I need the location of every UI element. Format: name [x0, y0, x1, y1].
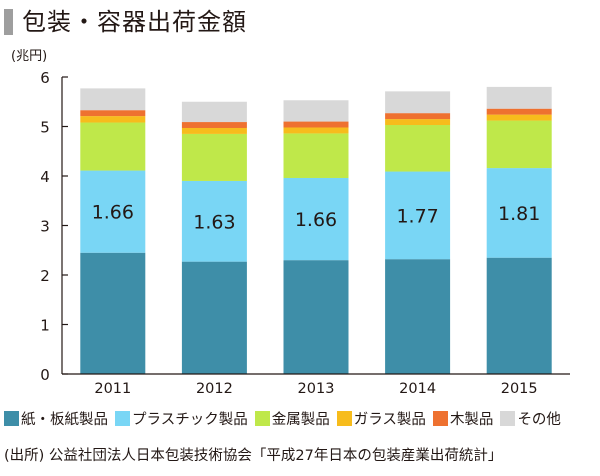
- bar-segment-2015-s1: [486, 168, 552, 258]
- bar-segment-2012-s0: [181, 261, 247, 374]
- bar-segment-2015-s0: [486, 257, 552, 374]
- legend-item-4: 木製品: [432, 408, 494, 429]
- source-note: (出所) 公益社団法人日本包装技術協会「平成27年日本の包装産業出荷統計」: [4, 448, 503, 464]
- bar-segment-2012-s2: [181, 133, 247, 181]
- data-label-2014: 1.77: [396, 205, 438, 227]
- bar-segment-2014-s5: [385, 91, 451, 114]
- y-tick-label-2: 2: [40, 267, 50, 285]
- bar-segment-2013-s3: [283, 127, 349, 134]
- chart-legend: 紙・板紙製品 プラスチック製品 金属製品 ガラス製品 木製品 その他: [4, 406, 600, 430]
- bar-segment-2013-s1: [283, 177, 349, 261]
- y-tick-label-6: 6: [40, 69, 50, 87]
- legend-swatch-1: [115, 410, 130, 426]
- bar-segment-2014-s2: [385, 125, 451, 172]
- bar-segment-2014-s4: [385, 113, 451, 120]
- data-label-2013: 1.66: [295, 209, 337, 231]
- bar-segment-2015-s3: [486, 114, 552, 121]
- x-tick-label-2015: 2015: [501, 381, 538, 397]
- bar-segment-2011-s1: [80, 170, 146, 253]
- legend-label-5: その他: [517, 411, 561, 428]
- legend-label-3: ガラス製品: [353, 411, 426, 428]
- bar-segment-2011-s3: [80, 116, 146, 123]
- legend-item-5: その他: [500, 408, 561, 429]
- legend-item-0: 紙・板紙製品: [4, 408, 108, 429]
- x-tick-label-2014: 2014: [399, 381, 436, 397]
- legend-item-1: プラスチック製品: [115, 408, 248, 429]
- data-label-2012: 1.63: [193, 211, 235, 233]
- bar-segment-2011-s4: [80, 110, 146, 117]
- legend-swatch-4: [432, 410, 448, 426]
- data-label-2011: 1.66: [92, 202, 134, 224]
- x-tick-label-2011: 2011: [94, 381, 131, 397]
- data-label-2015: 1.81: [498, 203, 540, 225]
- y-axis-unit-label: (兆円): [11, 49, 47, 64]
- title-accent-bar: [4, 9, 13, 35]
- legend-label-2: 金属製品: [271, 411, 330, 428]
- bar-segment-2013-s2: [283, 133, 349, 178]
- bar-segment-2012-s5: [181, 101, 247, 123]
- bar-segment-2014-s3: [385, 119, 451, 126]
- bar-segment-2011-s0: [80, 252, 146, 374]
- legend-label-0: 紙・板紙製品: [21, 411, 108, 428]
- y-tick-label-4: 4: [40, 168, 50, 186]
- bar-segment-2013-s5: [283, 100, 349, 122]
- legend-swatch-2: [254, 410, 270, 426]
- legend-swatch-5: [500, 410, 516, 426]
- x-tick-label-2013: 2013: [298, 381, 335, 397]
- bar-segment-2013-s0: [283, 260, 349, 374]
- y-tick-label-1: 1: [40, 317, 50, 335]
- x-tick-label-2012: 2012: [196, 381, 233, 397]
- legend-item-2: 金属製品: [254, 408, 330, 429]
- legend-item-3: ガラス製品: [336, 408, 426, 429]
- legend-swatch-3: [336, 410, 352, 426]
- chart-title: 包装・容器出荷金額: [22, 8, 247, 36]
- legend-swatch-0: [4, 410, 19, 426]
- bar-segment-2011-s2: [80, 122, 146, 171]
- stacked-bar-chart: (兆円)1.6620111.6320121.6620131.7720141.81…: [11, 49, 570, 397]
- bar-segment-2011-s5: [80, 88, 146, 111]
- bar-segment-2014-s0: [385, 259, 451, 374]
- y-tick-label-3: 3: [40, 218, 50, 236]
- bar-segment-2012-s4: [181, 122, 247, 128]
- legend-label-4: 木製品: [449, 411, 494, 428]
- bar-segment-2012-s1: [181, 180, 247, 262]
- legend-label-1: プラスチック製品: [132, 411, 248, 428]
- bar-segment-2012-s3: [181, 127, 247, 134]
- bar-segment-2014-s1: [385, 171, 451, 260]
- bar-segment-2015-s5: [486, 86, 552, 109]
- y-tick-label-0: 0: [40, 366, 50, 384]
- bar-segment-2015-s4: [486, 108, 552, 115]
- bar-segment-2013-s4: [283, 121, 349, 128]
- bar-segment-2015-s2: [486, 120, 552, 169]
- y-tick-label-5: 5: [40, 119, 50, 137]
